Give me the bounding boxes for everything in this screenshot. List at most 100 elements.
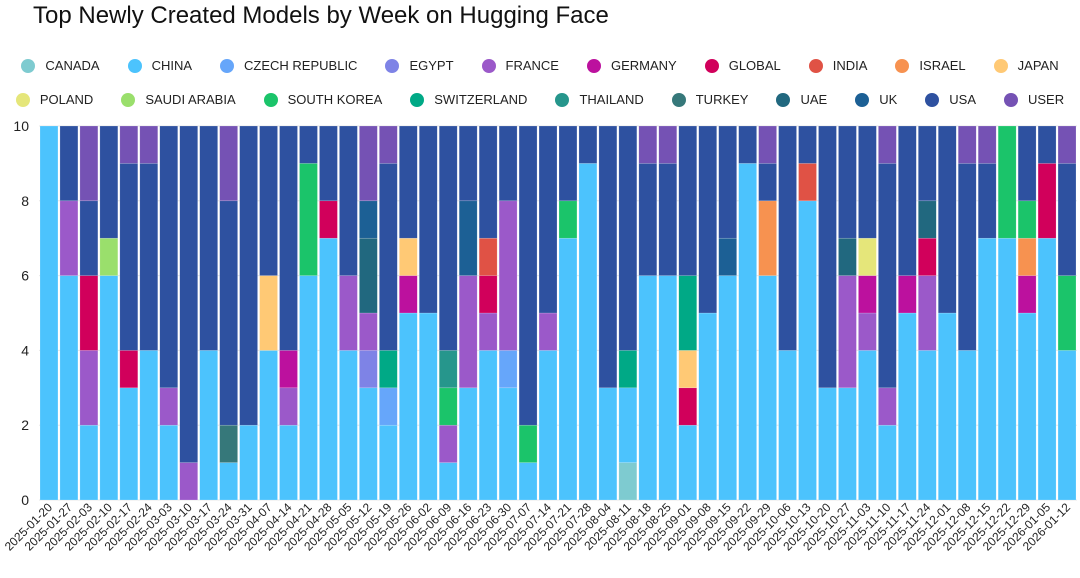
bar-segment-usa[interactable] xyxy=(339,125,358,276)
bar-segment-japan[interactable] xyxy=(399,237,418,276)
bar-segment-china[interactable] xyxy=(838,387,857,501)
bar-segment-usa[interactable] xyxy=(778,125,797,351)
bar-segment-user[interactable] xyxy=(977,125,997,164)
bar-segment-china[interactable] xyxy=(957,350,977,501)
bar-segment-china[interactable] xyxy=(798,200,817,501)
bar-segment-france[interactable] xyxy=(478,312,498,351)
bar-segment-china[interactable] xyxy=(858,350,877,501)
legend-item-germany[interactable]: GERMANY xyxy=(586,58,677,73)
bar-segment-uk[interactable] xyxy=(458,200,478,276)
bar-segment-usa[interactable] xyxy=(478,125,498,239)
bar-segment-china[interactable] xyxy=(678,424,697,501)
bar-segment-china[interactable] xyxy=(279,424,298,501)
bar-segment-usa[interactable] xyxy=(838,125,857,239)
bar-segment-south-korea[interactable] xyxy=(299,163,318,276)
bar-segment-japan[interactable] xyxy=(259,275,278,351)
legend-item-canada[interactable]: CANADA xyxy=(21,58,100,73)
bar-segment-china[interactable] xyxy=(518,462,538,501)
legend-item-china[interactable]: CHINA xyxy=(127,58,192,73)
bar-segment-usa[interactable] xyxy=(159,125,178,389)
bar-segment-switzerland[interactable] xyxy=(678,275,697,351)
bar-segment-saudi-arabia[interactable] xyxy=(99,237,119,276)
bar-segment-global[interactable] xyxy=(478,275,498,314)
bar-segment-usa[interactable] xyxy=(299,125,318,164)
bar-segment-usa[interactable] xyxy=(1057,163,1077,276)
legend-item-usa[interactable]: USA xyxy=(925,92,976,107)
legend-item-uae[interactable]: UAE xyxy=(776,92,827,107)
bar-segment-india[interactable] xyxy=(798,163,817,202)
legend-item-poland[interactable]: POLAND xyxy=(15,92,93,107)
bar-stack[interactable] xyxy=(259,125,278,501)
bar-stack[interactable] xyxy=(997,125,1017,501)
bar-segment-china[interactable] xyxy=(778,350,797,501)
bar-segment-france[interactable] xyxy=(339,275,358,351)
bar-segment-user[interactable] xyxy=(1057,125,1077,164)
bar-stack[interactable] xyxy=(918,125,937,501)
bar-stack[interactable] xyxy=(818,125,837,501)
bar-segment-china[interactable] xyxy=(79,424,99,501)
bar-segment-usa[interactable] xyxy=(319,125,338,202)
bar-segment-user[interactable] xyxy=(79,125,99,202)
legend-item-thailand[interactable]: THAILAND xyxy=(555,92,644,107)
bar-segment-user[interactable] xyxy=(359,125,378,202)
bar-segment-usa[interactable] xyxy=(938,125,957,314)
bar-stack[interactable] xyxy=(339,125,358,501)
bar-segment-south-korea[interactable] xyxy=(997,125,1017,239)
bar-stack[interactable] xyxy=(1017,125,1037,501)
legend-item-india[interactable]: INDIA xyxy=(808,58,867,73)
bar-stack[interactable] xyxy=(79,125,99,501)
bar-segment-uk[interactable] xyxy=(359,200,378,239)
bar-segment-china[interactable] xyxy=(319,237,338,501)
bar-segment-global[interactable] xyxy=(319,200,338,239)
bar-stack[interactable] xyxy=(399,125,418,501)
bar-segment-usa[interactable] xyxy=(678,125,697,276)
bar-segment-france[interactable] xyxy=(79,350,99,426)
bar-stack[interactable] xyxy=(99,125,119,501)
bar-segment-usa[interactable] xyxy=(119,163,139,351)
bar-segment-usa[interactable] xyxy=(379,163,398,351)
bar-segment-france[interactable] xyxy=(858,312,877,351)
bar-segment-israel[interactable] xyxy=(758,200,777,276)
bar-segment-usa[interactable] xyxy=(718,125,737,239)
bar-segment-france[interactable] xyxy=(159,387,178,426)
bar-stack[interactable] xyxy=(878,125,897,501)
bar-stack[interactable] xyxy=(977,125,997,501)
bar-segment-france[interactable] xyxy=(918,275,937,351)
bar-stack[interactable] xyxy=(678,125,697,501)
bar-stack[interactable] xyxy=(957,125,977,501)
bar-segment-china[interactable] xyxy=(1057,350,1077,501)
bar-segment-usa[interactable] xyxy=(498,125,518,202)
bar-segment-uae[interactable] xyxy=(838,237,857,276)
bar-segment-china[interactable] xyxy=(1037,237,1057,501)
bar-segment-china[interactable] xyxy=(558,237,578,501)
bar-segment-user[interactable] xyxy=(379,125,398,164)
bar-segment-china[interactable] xyxy=(259,350,278,501)
bar-segment-china[interactable] xyxy=(898,312,917,501)
bar-segment-france[interactable] xyxy=(59,200,79,276)
bar-segment-global[interactable] xyxy=(918,237,937,276)
bar-stack[interactable] xyxy=(718,125,737,501)
bar-segment-china[interactable] xyxy=(938,312,957,501)
bar-segment-usa[interactable] xyxy=(139,163,159,351)
bar-segment-china[interactable] xyxy=(698,312,717,501)
bar-segment-china[interactable] xyxy=(159,424,178,501)
bar-stack[interactable] xyxy=(219,125,238,501)
bar-segment-china[interactable] xyxy=(718,275,737,501)
bar-segment-usa[interactable] xyxy=(818,125,837,389)
bar-segment-usa[interactable] xyxy=(59,125,79,202)
bar-segment-china[interactable] xyxy=(498,387,518,501)
bar-segment-south-korea[interactable] xyxy=(558,200,578,239)
bar-segment-china[interactable] xyxy=(458,387,478,501)
bar-segment-usa[interactable] xyxy=(858,125,877,239)
bar-segment-usa[interactable] xyxy=(438,125,458,351)
bar-segment-france[interactable] xyxy=(838,275,857,389)
bar-segment-china[interactable] xyxy=(658,275,678,501)
bar-stack[interactable] xyxy=(518,125,538,501)
bar-segment-user[interactable] xyxy=(219,125,238,202)
bar-segment-china[interactable] xyxy=(339,350,358,501)
bar-segment-china[interactable] xyxy=(818,387,837,501)
bar-stack[interactable] xyxy=(1037,125,1057,501)
bar-segment-germany[interactable] xyxy=(399,275,418,314)
bar-stack[interactable] xyxy=(419,125,438,501)
legend-item-switzerland[interactable]: SWITZERLAND xyxy=(410,92,527,107)
